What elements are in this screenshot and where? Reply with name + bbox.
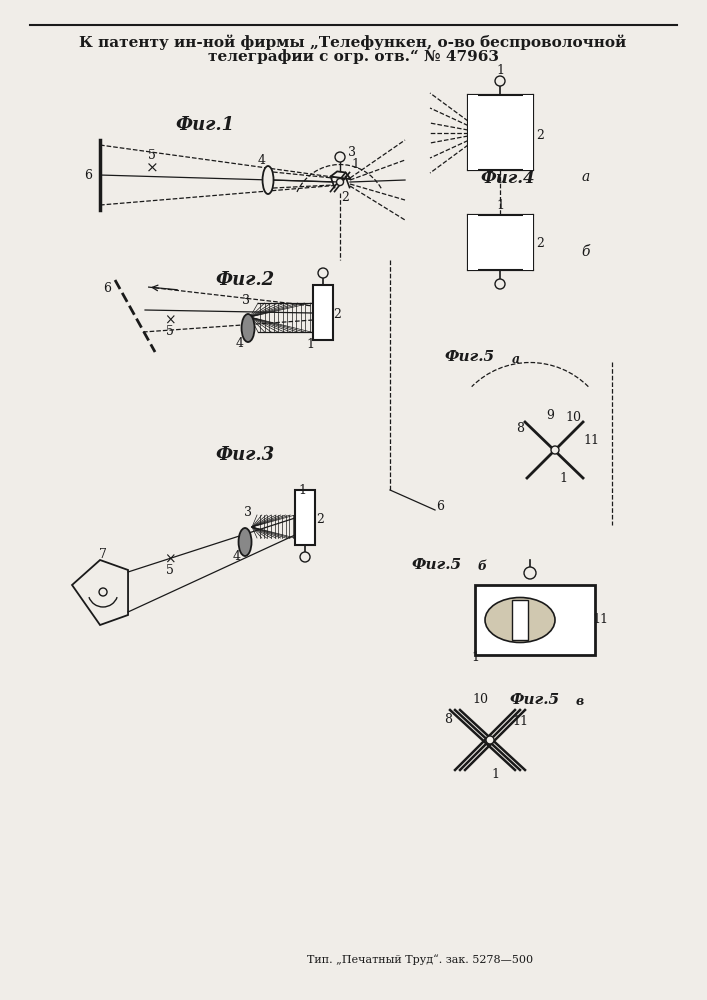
Circle shape xyxy=(300,552,310,562)
Text: ×: × xyxy=(164,553,176,567)
Text: б: б xyxy=(582,245,590,259)
Ellipse shape xyxy=(485,597,555,642)
Text: 2: 2 xyxy=(333,308,341,321)
Circle shape xyxy=(524,567,536,579)
Text: 1: 1 xyxy=(496,199,504,212)
Circle shape xyxy=(486,736,494,744)
Bar xyxy=(523,215,533,270)
Text: 1: 1 xyxy=(306,338,314,351)
Text: 6: 6 xyxy=(84,169,92,182)
Text: Тип. „Печатный Труд“. зак. 5278—500: Тип. „Печатный Труд“. зак. 5278—500 xyxy=(307,955,533,965)
Bar xyxy=(468,215,478,270)
Bar xyxy=(468,95,533,170)
Text: 2: 2 xyxy=(316,513,324,526)
Text: б: б xyxy=(477,560,486,573)
Text: Фиг.5: Фиг.5 xyxy=(445,350,495,364)
Text: 2: 2 xyxy=(536,237,544,250)
Circle shape xyxy=(495,76,505,86)
Bar xyxy=(468,95,478,170)
Circle shape xyxy=(337,179,344,186)
Text: 5: 5 xyxy=(148,149,156,162)
Circle shape xyxy=(318,268,328,278)
Text: Фиг.5: Фиг.5 xyxy=(510,693,560,707)
Text: 11: 11 xyxy=(592,613,608,626)
Text: 8: 8 xyxy=(506,619,513,629)
Text: 1: 1 xyxy=(298,484,306,497)
Text: К патенту ин-ной фирмы „Телефункен, о-во беспроволочной: К патенту ин-ной фирмы „Телефункен, о-во… xyxy=(79,34,626,50)
Text: 8: 8 xyxy=(516,422,524,435)
Text: Фиг.2: Фиг.2 xyxy=(216,271,274,289)
Ellipse shape xyxy=(242,314,255,342)
Text: 9: 9 xyxy=(546,409,554,422)
Text: 5: 5 xyxy=(166,564,174,577)
Text: 2: 2 xyxy=(341,191,349,204)
Text: 4: 4 xyxy=(258,154,266,167)
Text: 1: 1 xyxy=(496,64,504,77)
Text: 6: 6 xyxy=(436,500,444,513)
Text: 5: 5 xyxy=(166,325,174,338)
Text: 3: 3 xyxy=(242,294,250,307)
Text: 9: 9 xyxy=(525,619,532,629)
Circle shape xyxy=(551,446,559,454)
Bar xyxy=(313,285,333,340)
Text: 7: 7 xyxy=(99,548,107,561)
Text: 3: 3 xyxy=(244,506,252,519)
Text: 6: 6 xyxy=(103,282,111,295)
Bar xyxy=(512,600,528,640)
Bar xyxy=(475,585,595,655)
Text: 1: 1 xyxy=(559,472,567,485)
Ellipse shape xyxy=(238,528,252,556)
Circle shape xyxy=(335,152,345,162)
Bar xyxy=(523,95,533,170)
Text: 1: 1 xyxy=(471,651,479,664)
Text: 1: 1 xyxy=(491,768,499,781)
Text: 2: 2 xyxy=(536,129,544,142)
Ellipse shape xyxy=(262,166,274,194)
Circle shape xyxy=(495,279,505,289)
Text: 10: 10 xyxy=(565,411,581,424)
Text: 8: 8 xyxy=(444,713,452,726)
Text: Фиг.3: Фиг.3 xyxy=(216,446,274,464)
Text: a: a xyxy=(582,170,590,184)
Text: телеграфии с огр. отв.“ № 47963: телеграфии с огр. отв.“ № 47963 xyxy=(208,50,498,64)
Text: 1: 1 xyxy=(351,158,359,171)
Text: а: а xyxy=(512,353,520,366)
Text: 10: 10 xyxy=(472,693,488,706)
Text: 3: 3 xyxy=(348,146,356,159)
Bar xyxy=(468,215,533,270)
Text: 11: 11 xyxy=(512,715,528,728)
Circle shape xyxy=(99,588,107,596)
Text: Фиг.5: Фиг.5 xyxy=(412,558,462,572)
Text: Фиг.1: Фиг.1 xyxy=(175,116,235,134)
Text: 4: 4 xyxy=(236,337,244,350)
Text: 4: 4 xyxy=(233,550,241,563)
Text: ×: × xyxy=(164,313,176,327)
Text: в: в xyxy=(576,695,584,708)
Text: 11: 11 xyxy=(583,434,599,447)
Text: ×: × xyxy=(146,161,158,175)
Text: Фиг.4: Фиг.4 xyxy=(481,170,535,187)
Bar xyxy=(295,490,315,545)
